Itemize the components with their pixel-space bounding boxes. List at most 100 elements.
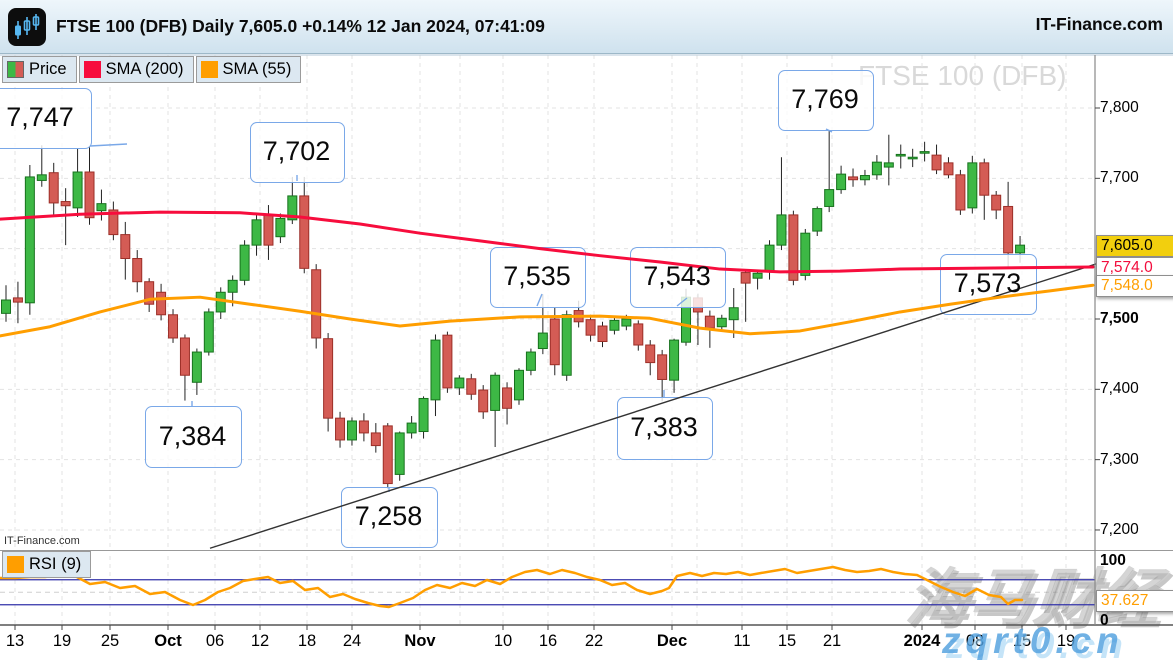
legend-rsi-chip[interactable]: RSI (9) [2,551,92,578]
candle-body-up [883,162,894,168]
candle-body-up [1,299,11,314]
candle-body-down [299,195,310,269]
candle-body-up [24,176,35,304]
candle-body-up [776,214,787,246]
candle [871,155,882,180]
candle-body-down [645,344,656,364]
candle-body-down [991,194,1002,211]
candle-body-down [144,281,155,305]
candle [36,145,47,187]
site-watermark: IT-Finance.com [4,535,80,547]
candle [740,269,751,322]
candle [931,144,942,175]
candle [72,148,83,218]
legend-sma55-chip[interactable]: SMA (55) [195,56,302,83]
sma200-line [0,210,1095,274]
legend-price-chip[interactable]: Price [2,56,77,83]
candle-body-down [60,201,71,207]
candle-body-up [1015,244,1026,254]
candle-body-down [597,325,608,342]
legend-rsi-label: RSI (9) [29,555,82,573]
candle-body-down [84,171,95,219]
candle [525,348,536,376]
candle [454,375,465,395]
candle [657,349,668,402]
candle-body-up [859,175,870,181]
candle-body-down [502,387,513,409]
brand-link[interactable]: IT-Finance.com [1035,14,1163,34]
candle [179,334,190,401]
candle-body-down [12,297,23,303]
candle-body-up [907,156,918,160]
candle [406,416,417,439]
candle [513,368,524,405]
candle [585,314,596,342]
candle-body-up [72,171,83,209]
candle-body-up [895,153,906,157]
rsi-legend: RSI (9) [2,551,92,578]
candle-body-down [788,214,799,281]
candle-body-up [490,374,501,411]
candle [144,278,155,312]
candle [991,190,1002,220]
candle-body-up [836,173,847,191]
candle-body-up [513,369,524,401]
candle-body-up [430,339,441,401]
candle [907,148,918,168]
candle-body-up [871,161,882,176]
main-legend: Price SMA (200) SMA (55) [2,56,302,83]
candle-body-down [1003,205,1014,254]
candle [299,176,310,274]
candle [502,382,513,425]
candle [12,281,23,324]
candle [919,141,930,162]
candle [442,331,453,393]
candle [132,250,143,293]
candle [645,340,656,376]
candle-body-up [346,420,357,441]
candle [716,314,727,332]
candle [955,169,966,215]
candle [335,411,346,448]
candle [776,157,787,251]
candle-body-up [609,319,620,331]
candle-body-down [585,319,596,336]
candle [883,134,894,186]
candle [382,423,393,490]
candle [478,385,489,419]
candle-body-up [728,307,739,321]
candle [203,308,214,356]
candle-body-up [227,279,238,293]
candle [370,423,381,453]
candle-body-up [287,195,298,221]
candle [669,338,680,393]
candle-body-up [621,318,632,327]
chart-title: FTSE 100 (DFB) Daily 7,605.0 +0.14% 12 J… [56,16,545,36]
candle [967,155,978,214]
legend-sma200-chip[interactable]: SMA (200) [78,56,194,83]
candle-body-up [454,377,465,389]
candle [346,417,357,446]
candle [358,413,369,442]
candle-body-up [919,151,930,154]
sma55-swatch-icon [200,61,218,78]
candle [1,285,11,322]
candle [430,334,441,417]
candle [24,164,35,315]
candle-body-up [239,244,250,281]
candle [84,147,95,225]
candle-body-up [812,208,823,232]
blue-watermark: zqrt0.cn [942,620,1124,660]
candle [1003,181,1014,268]
candle [561,310,572,381]
candle-body-up [561,314,572,376]
candle-body-down [108,209,119,236]
candle [60,188,71,246]
candle [108,201,119,241]
candle [549,307,560,376]
callout-pointer [89,143,128,147]
candle-body-down [156,291,167,316]
candle [156,283,167,321]
legend-price-label: Price [29,60,67,78]
